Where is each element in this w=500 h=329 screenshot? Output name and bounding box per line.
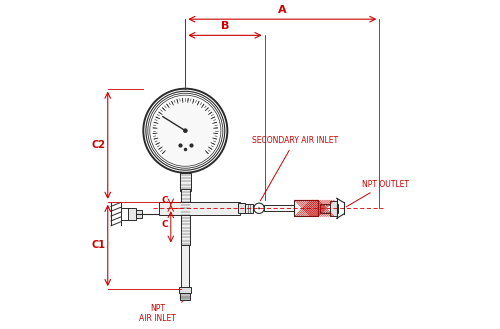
Text: C1: C1: [92, 240, 106, 250]
Circle shape: [184, 129, 188, 133]
Bar: [128, 208, 136, 220]
Bar: [264, 205, 294, 211]
Text: NPT
AIR INLET: NPT AIR INLET: [140, 302, 183, 323]
Text: C: C: [161, 220, 168, 229]
Bar: [182, 245, 189, 288]
Text: C2: C2: [92, 140, 106, 150]
Text: C: C: [161, 196, 168, 205]
Text: NPT OUTLET: NPT OUTLET: [346, 180, 408, 207]
Bar: [180, 173, 191, 190]
Circle shape: [150, 95, 221, 166]
Bar: [179, 288, 192, 293]
Bar: [136, 210, 141, 218]
Text: SECONDARY AIR INLET: SECONDARY AIR INLET: [252, 136, 338, 201]
Bar: [330, 201, 336, 216]
Bar: [181, 189, 190, 245]
Bar: [238, 203, 245, 214]
Bar: [160, 202, 240, 215]
Circle shape: [258, 207, 260, 209]
Bar: [294, 200, 318, 216]
Text: B: B: [221, 21, 229, 31]
Bar: [320, 204, 338, 213]
Bar: [180, 293, 190, 300]
Text: A: A: [278, 5, 286, 15]
Bar: [246, 204, 252, 213]
